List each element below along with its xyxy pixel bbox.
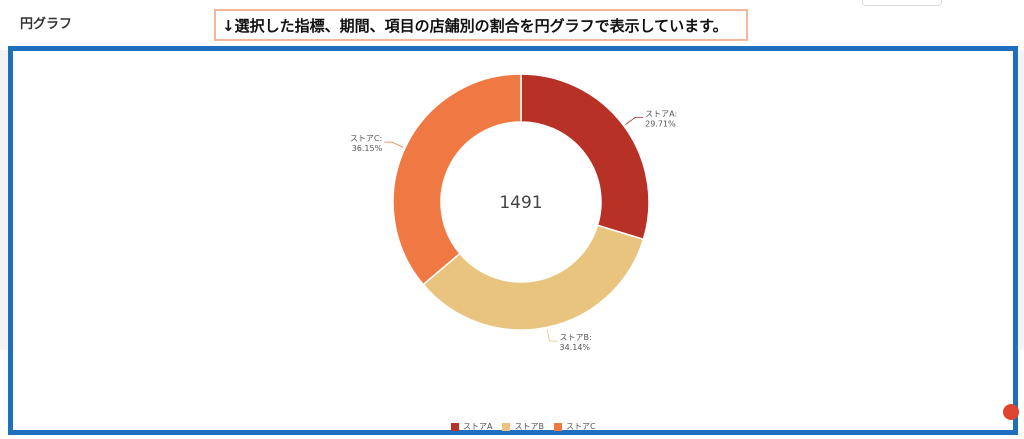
- legend-swatch-store-a: [451, 422, 459, 431]
- donut-slice-2[interactable]: [392, 73, 522, 286]
- slice-leader-line-0: [625, 117, 644, 125]
- slice-label-name-0: ストアA:: [645, 109, 677, 118]
- slice-label-percent-2: 36.15%: [352, 144, 383, 153]
- help-badge[interactable]: [1003, 404, 1019, 420]
- slice-leader-line-1: [546, 329, 558, 342]
- legend-item-store-c[interactable]: ストアC: [553, 421, 596, 432]
- slice-label-percent-1: 34.14%: [560, 343, 591, 352]
- slice-label-name-1: ストアB:: [560, 333, 592, 342]
- legend-label-store-a: ストアA: [463, 422, 493, 431]
- chart-legend: ストアA ストアB ストアC: [451, 421, 596, 432]
- legend-label-store-c: ストアC: [565, 422, 596, 431]
- top-right-button[interactable]: [862, 0, 942, 6]
- donut-chart-svg: ストアA:29.71% ストアB:34.14% ストアC:36.15% 1491: [350, 73, 677, 352]
- donut-chart: ストアA: 29.71% ストアB: 34.14% ストアC: 36.15% 1491 ス…: [13, 51, 1013, 432]
- legend-swatch-store-b: [502, 422, 511, 431]
- page-title: 円グラフ: [20, 17, 73, 32]
- slice-label-name-2: ストアC:: [350, 134, 382, 143]
- chart-highlight-frame: ストアA: 29.71% ストアB: 34.14% ストアC: 36.15% 1491 ス…: [8, 46, 1019, 435]
- legend-item-store-a[interactable]: ストアA: [451, 421, 492, 432]
- donut-slice-0[interactable]: [520, 73, 650, 241]
- slice-leader-line-2: [384, 141, 404, 148]
- legend-swatch-store-c: [553, 422, 562, 431]
- annotation-callout: ↓選択した指標、期間、項目の店舗別の割合を円グラフで表示しています。: [214, 9, 748, 41]
- donut-slice-1[interactable]: [422, 224, 645, 331]
- slice-label-percent-0: 29.71%: [645, 119, 676, 128]
- center-total: 1491: [499, 193, 542, 213]
- legend-label-store-b: ストアB: [514, 422, 544, 431]
- legend-item-store-b[interactable]: ストアB: [502, 421, 544, 432]
